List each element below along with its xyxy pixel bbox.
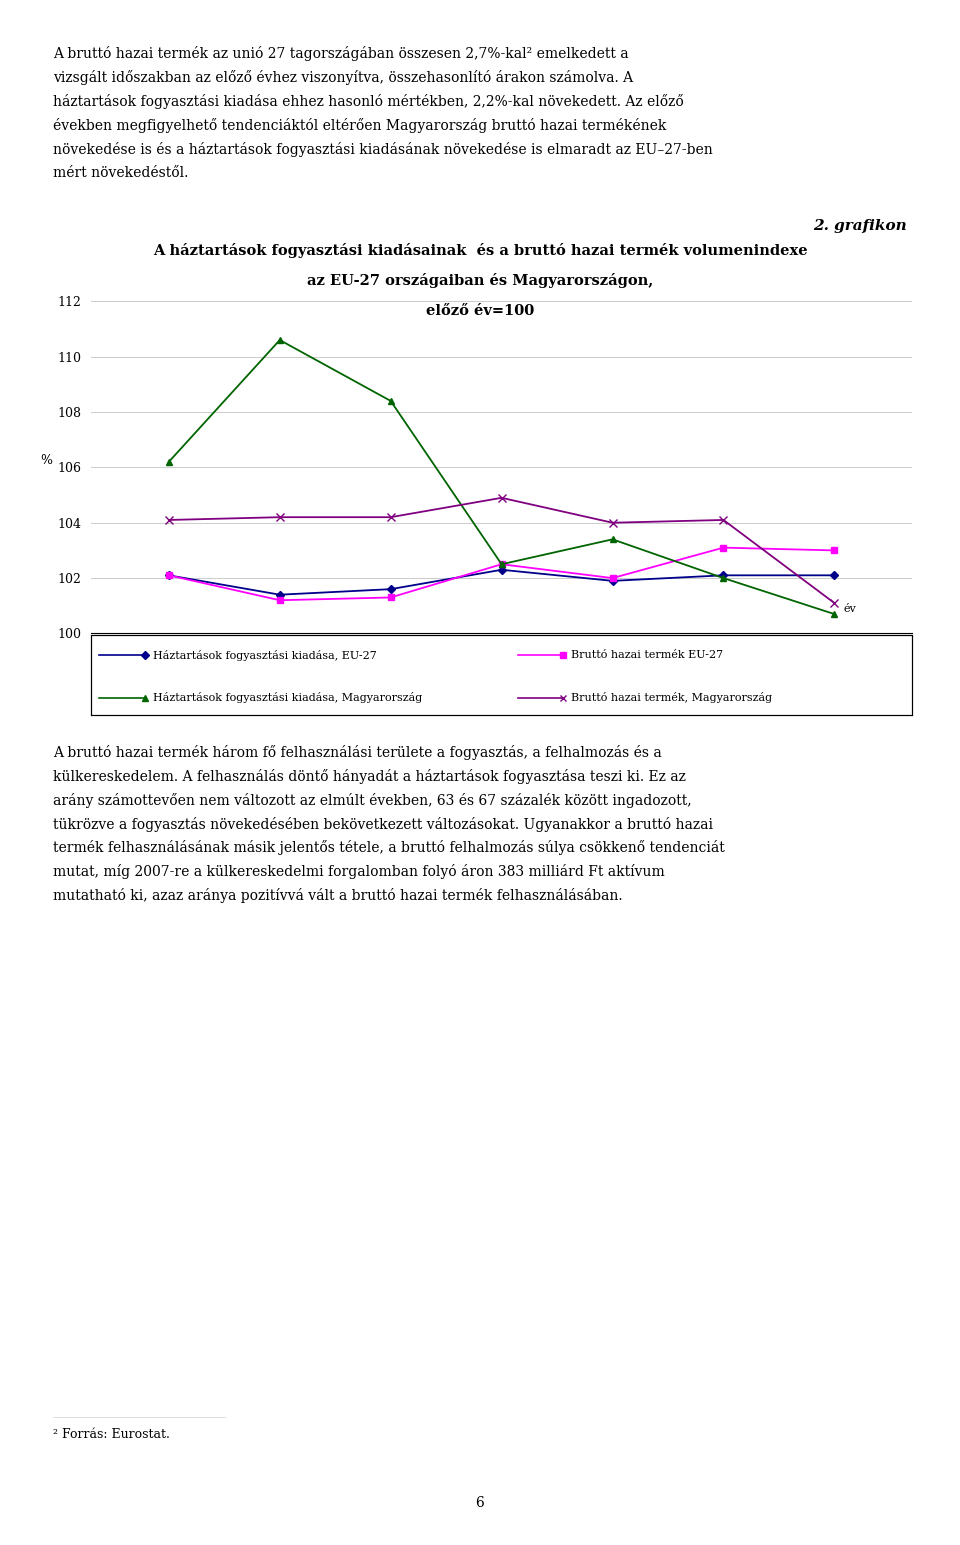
Bruttó hazai termék EU-27 <box>718 538 730 556</box>
Text: előző év=100: előző év=100 <box>426 304 534 318</box>
Háztartások fogyasztási kiadása, Magyarország <box>274 331 285 349</box>
Text: Háztartások fogyasztási kiadása, Magyarország: Háztartások fogyasztási kiadása, Magyaro… <box>153 692 422 703</box>
Háztartások fogyasztási kiadása, Magyarország <box>828 604 840 623</box>
Text: vizsgált időszakban az előző évhez viszonyítva, összehasonlító árakon számolva. : vizsgált időszakban az előző évhez viszo… <box>53 70 633 85</box>
Text: év: év <box>843 604 856 613</box>
Text: arány számottevően nem változott az elmúlt években, 63 és 67 százalék között ing: arány számottevően nem változott az elmú… <box>53 793 691 808</box>
Text: 6: 6 <box>475 1496 485 1509</box>
Line: Háztartások fogyasztási kiadása, Magyarország: Háztartások fogyasztási kiadása, Magyaro… <box>165 337 838 618</box>
Háztartások fogyasztási kiadása, EU-27 <box>607 572 618 590</box>
Text: ² Forrás: Eurostat.: ² Forrás: Eurostat. <box>53 1428 170 1440</box>
Háztartások fogyasztási kiadása, EU-27 <box>828 565 840 584</box>
Text: Bruttó hazai termék, Magyarország: Bruttó hazai termék, Magyarország <box>571 692 773 703</box>
Bruttó hazai termék EU-27 <box>163 565 175 584</box>
Bruttó hazai termék, Magyarország <box>718 511 730 530</box>
Háztartások fogyasztási kiadása, Magyarország <box>607 530 618 548</box>
Text: külkereskedelem. A felhasználás döntő hányadát a háztartások fogyasztása teszi k: külkereskedelem. A felhasználás döntő há… <box>53 768 685 783</box>
Line: Bruttó hazai termék, Magyarország: Bruttó hazai termék, Magyarország <box>165 494 838 607</box>
Bruttó hazai termék EU-27 <box>274 590 285 609</box>
Text: Bruttó hazai termék EU-27: Bruttó hazai termék EU-27 <box>571 650 724 660</box>
Text: A bruttó hazai termék három fő felhasználási területe a fogyasztás, a felhalmozá: A bruttó hazai termék három fő felhaszná… <box>53 745 661 760</box>
Bruttó hazai termék EU-27 <box>607 569 618 587</box>
Bruttó hazai termék EU-27 <box>828 541 840 559</box>
Háztartások fogyasztási kiadása, EU-27 <box>385 579 396 598</box>
Text: mutatható ki, azaz aránya pozitívvá vált a bruttó hazai termék felhasználásában.: mutatható ki, azaz aránya pozitívvá vált… <box>53 888 622 904</box>
Text: tükrözve a fogyasztás növekedésében bekövetkezett változásokat. Ugyanakkor a bru: tükrözve a fogyasztás növekedésében bekö… <box>53 816 712 831</box>
Text: termék felhasználásának másik jelentős tétele, a bruttó felhalmozás súlya csökke: termék felhasználásának másik jelentős t… <box>53 840 725 856</box>
Bruttó hazai termék, Magyarország <box>274 508 285 527</box>
Text: A bruttó hazai termék az unió 27 tagországában összesen 2,7%-kal² emelkedett a: A bruttó hazai termék az unió 27 tagorsz… <box>53 46 629 62</box>
Y-axis label: %: % <box>40 454 53 468</box>
Háztartások fogyasztási kiadása, Magyarország <box>163 453 175 471</box>
Háztartások fogyasztási kiadása, Magyarország <box>385 391 396 409</box>
Text: A háztartások fogyasztási kiadásainak  és a bruttó hazai termék volumenindexe: A háztartások fogyasztási kiadásainak és… <box>153 243 807 258</box>
Text: az EU-27 országaiban és Magyarországon,: az EU-27 országaiban és Magyarországon, <box>307 273 653 289</box>
Text: években megfigyelhető tendenciáktól eltérően Magyarország bruttó hazai termékéne: években megfigyelhető tendenciáktól elté… <box>53 119 666 133</box>
Bruttó hazai termék, Magyarország <box>385 508 396 527</box>
Bruttó hazai termék, Magyarország <box>496 488 508 507</box>
Háztartások fogyasztási kiadása, Magyarország <box>718 569 730 587</box>
Line: Bruttó hazai termék EU-27: Bruttó hazai termék EU-27 <box>166 545 837 603</box>
Text: mért növekedéstől.: mért növekedéstől. <box>53 167 188 181</box>
Text: mutat, míg 2007-re a külkereskedelmi forgalomban folyó áron 383 milliárd Ft aktí: mutat, míg 2007-re a külkereskedelmi for… <box>53 865 664 879</box>
Text: növekedése is és a háztartások fogyasztási kiadásának növekedése is elmaradt az : növekedése is és a háztartások fogyasztá… <box>53 142 712 158</box>
Bruttó hazai termék, Magyarország <box>607 513 618 531</box>
Text: Háztartások fogyasztási kiadása, EU-27: Háztartások fogyasztási kiadása, EU-27 <box>153 649 376 661</box>
Háztartások fogyasztási kiadása, EU-27 <box>163 565 175 584</box>
Háztartások fogyasztási kiadása, EU-27 <box>274 586 285 604</box>
Bruttó hazai termék, Magyarország <box>163 511 175 530</box>
Háztartások fogyasztási kiadása, EU-27 <box>496 561 508 579</box>
Háztartások fogyasztási kiadása, Magyarország <box>496 555 508 573</box>
Bruttó hazai termék, Magyarország <box>828 593 840 612</box>
Line: Háztartások fogyasztási kiadása, EU-27: Háztartások fogyasztási kiadása, EU-27 <box>166 567 837 598</box>
Text: háztartások fogyasztási kiadása ehhez hasonló mértékben, 2,2%-kal növekedett. Az: háztartások fogyasztási kiadása ehhez ha… <box>53 94 684 110</box>
Text: 2. grafikon: 2. grafikon <box>813 219 907 233</box>
Háztartások fogyasztási kiadása, EU-27 <box>718 565 730 584</box>
Bruttó hazai termék EU-27 <box>496 555 508 573</box>
Bruttó hazai termék EU-27 <box>385 589 396 607</box>
